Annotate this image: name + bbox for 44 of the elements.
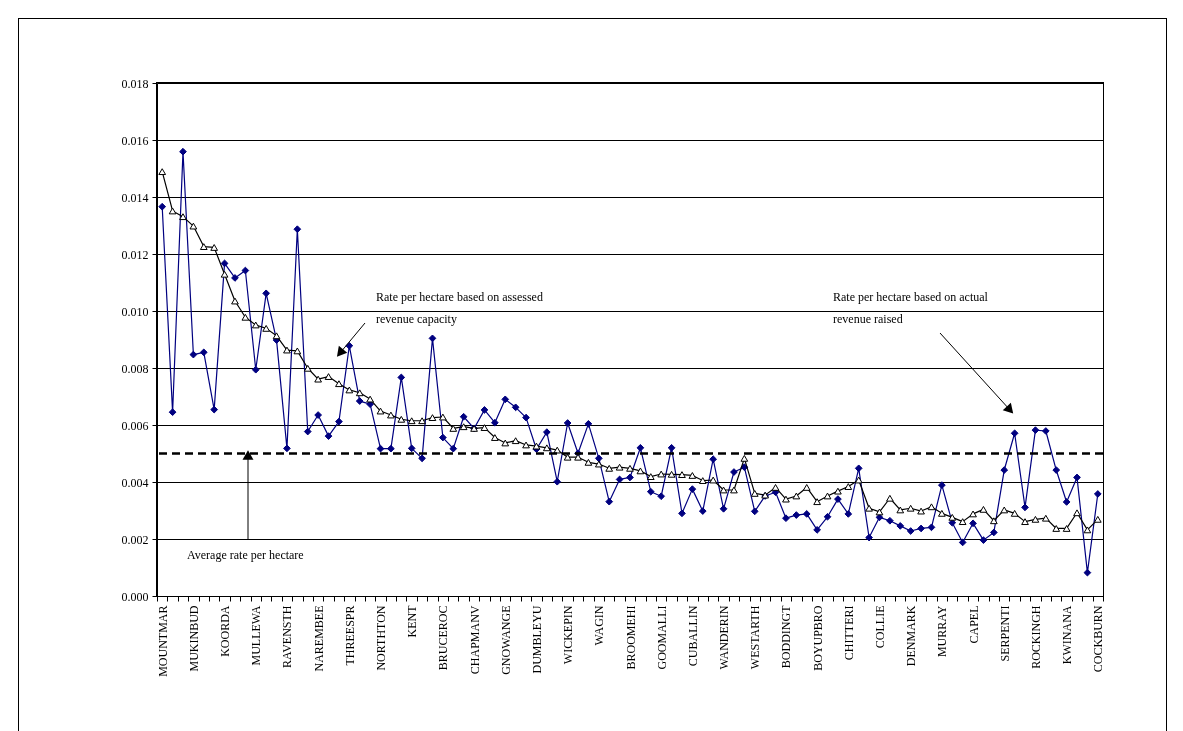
x-tick-label: KENT (405, 604, 420, 638)
annotation: Rate per hectare based on actual revenue raised (833, 290, 989, 326)
x-tick-label: GOOMALLI (654, 605, 669, 670)
x-tick-label: WAGIN (592, 605, 607, 646)
x-tick-label: CHAPMANV (467, 605, 482, 675)
x-tick-label: WANDERIN (717, 605, 732, 670)
y-tick-label: 0.008 (121, 361, 149, 376)
x-tick-label: RAVENSTH (280, 605, 295, 668)
x-tick-label: BROOMEHI (623, 605, 638, 670)
x-tick-label: MOUNTMAR (155, 605, 170, 677)
annotation: Rate per hectare based on assessed revenue capacity (376, 290, 543, 326)
x-tick-label: ROCKINGH (1028, 605, 1043, 669)
x-tick-label: MULLEWA (249, 605, 264, 666)
y-tick-label: 0.018 (121, 76, 149, 91)
y-tick-label: 0.006 (121, 418, 149, 433)
x-tick-label: NORTHTON (374, 605, 389, 671)
x-tick-label: BOYUPBRO (810, 605, 825, 671)
x-tick-label: NAREMBEE (311, 605, 326, 672)
x-tick-label: DENMARK (904, 605, 919, 667)
y-tick-label: 0.012 (121, 247, 149, 262)
x-tick-label: CHITTERI (841, 605, 856, 661)
ref-line-label: Average rate per hectare (187, 548, 304, 562)
x-tick-label: COLLIE (872, 605, 887, 649)
y-tick-label: 0.004 (121, 475, 149, 490)
x-tick-label: BRUCEROC (436, 605, 451, 671)
x-tick-label: GNOWANGE (498, 605, 513, 675)
y-tick-label: 0.010 (121, 304, 149, 319)
x-tick-label: THREESPR (342, 605, 357, 666)
x-tick-label: DUMBLEYU (529, 605, 544, 674)
x-tick-label: WICKEPIN (561, 605, 576, 665)
y-tick-label: 0.014 (121, 190, 149, 205)
x-tick-label: MUKINBUD (186, 605, 201, 672)
x-tick-label: CUBALLIN (685, 605, 700, 667)
x-tick-label: KOORDA (218, 605, 233, 657)
x-tick-label: CAPEL (966, 605, 981, 644)
x-tick-label: MURRAY (935, 605, 950, 658)
x-tick-label: COCKBURN (1091, 605, 1106, 673)
y-tick-label: 0.002 (121, 532, 149, 547)
x-tick-label: SERPENTI (997, 605, 1012, 662)
x-tick-label: BODDINGT (779, 604, 794, 669)
y-tick-label: 0.000 (121, 589, 149, 604)
x-tick-label: WESTARTH (748, 605, 763, 670)
y-tick-label: 0.016 (121, 133, 149, 148)
x-tick-label: KWINANA (1060, 605, 1075, 665)
